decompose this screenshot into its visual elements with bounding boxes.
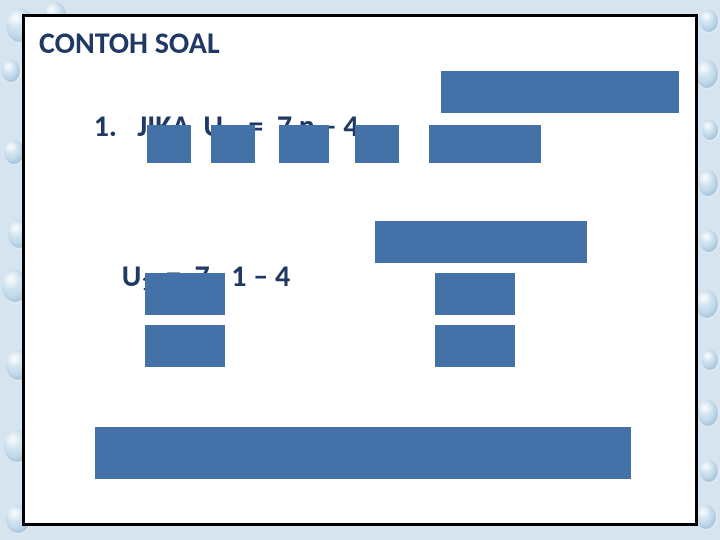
redaction-block <box>355 125 399 163</box>
slide-content: CONTOH SOAL 1. JIKA Un = 7 n – 4 U1 = 7 … <box>25 17 695 523</box>
redaction-block <box>147 125 191 163</box>
redaction-block <box>95 427 631 479</box>
redaction-block <box>429 125 541 163</box>
line2-prefix: U <box>122 258 142 295</box>
redaction-block <box>279 125 329 163</box>
water-drop <box>700 10 718 32</box>
water-drop <box>700 460 718 482</box>
redaction-block <box>435 273 515 315</box>
redaction-block <box>375 221 587 263</box>
water-drop <box>698 170 718 196</box>
water-drop <box>696 290 718 318</box>
water-drop <box>700 230 718 252</box>
redaction-block <box>145 273 225 315</box>
redaction-block <box>145 325 225 367</box>
water-drop <box>702 120 718 140</box>
redaction-block <box>441 71 679 113</box>
water-drop <box>696 505 716 529</box>
water-drop <box>4 140 24 164</box>
redaction-block <box>435 325 515 367</box>
page-title: CONTOH SOAL <box>39 25 220 62</box>
water-drop <box>696 60 718 88</box>
water-drop <box>2 60 20 82</box>
water-drop <box>698 400 718 426</box>
slide-frame: CONTOH SOAL 1. JIKA Un = 7 n – 4 U1 = 7 … <box>22 14 698 526</box>
redaction-block <box>211 125 255 163</box>
water-drop <box>702 350 718 370</box>
